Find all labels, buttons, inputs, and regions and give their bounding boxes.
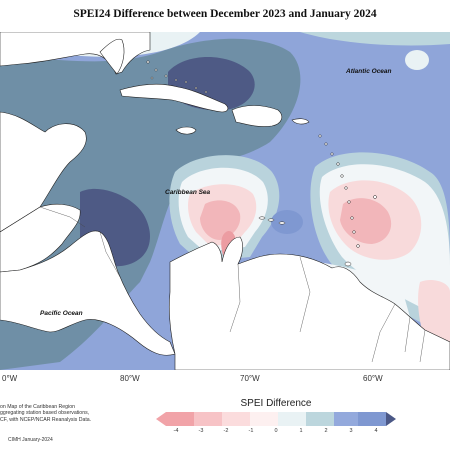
footnote-line-1: on Map of the Caribbean Region — [0, 404, 75, 410]
footnote-line-2: ggregating station based observations, — [0, 410, 90, 417]
footnote: on Map of the Caribbean Region ggregatin… — [0, 404, 91, 423]
legend-tick: 2 — [324, 428, 328, 434]
land-central-america — [0, 230, 176, 356]
footnote-line-3: CF, with NCEP/NCAR Reanalysis Data. — [0, 416, 92, 423]
pink-core-west — [200, 200, 241, 240]
land-puerto-rico — [291, 118, 310, 125]
legend-tick: 3 — [349, 428, 353, 434]
longitude-label-60w: 60°W — [363, 374, 383, 383]
land-florida-peninsula — [99, 38, 125, 75]
colorbar-segment — [334, 412, 358, 426]
colorbar-segment — [194, 412, 222, 426]
map-panel: Atlantic Ocean Caribbean Sea Pacific Oce… — [0, 32, 450, 370]
land-mexico-south — [0, 203, 81, 273]
land-mexico — [0, 111, 87, 233]
legend-title: SPEI Difference — [240, 398, 312, 409]
map-svg: Atlantic Ocean Caribbean Sea Pacific Oce… — [0, 32, 450, 370]
top-right-pale — [300, 32, 450, 46]
longitude-label-0: 0°W — [2, 374, 18, 383]
longitude-label-80w: 80°W — [120, 374, 140, 383]
colorbar-segment — [278, 412, 306, 426]
source-credit: CIMH January-2024 — [8, 437, 53, 443]
land-south-america — [168, 236, 450, 370]
land-bahamas — [146, 60, 208, 94]
atlantic-pale-spot — [405, 50, 429, 70]
legend-tick: 0 — [274, 428, 278, 434]
label-pacific-ocean: Pacific Ocean — [40, 310, 83, 317]
label-caribbean-sea: Caribbean Sea — [165, 189, 211, 196]
land-hispaniola — [231, 105, 283, 127]
legend-tick: -3 — [198, 428, 204, 434]
land-lesser-antilles — [318, 134, 377, 248]
colorbar-segment — [222, 412, 250, 426]
legend-colorbar — [156, 412, 396, 426]
teal-spot-curacao — [271, 210, 303, 234]
legend-tick: 1 — [299, 428, 303, 434]
longitude-label-70w: 70°W — [240, 374, 260, 383]
colorbar-left-arrow — [156, 412, 166, 426]
colorbar-right-arrow — [386, 412, 396, 426]
colorbar-segment — [358, 412, 386, 426]
colorbar-segment — [250, 412, 278, 426]
land-jamaica — [175, 126, 197, 135]
legend-tick: -2 — [223, 428, 229, 434]
label-atlantic-ocean: Atlantic Ocean — [345, 68, 392, 75]
legend-tick: -1 — [248, 428, 254, 434]
land-cuba — [119, 83, 229, 113]
colorbar-segment — [166, 412, 194, 426]
legend-tick: -4 — [173, 428, 179, 434]
map-title: SPEI24 Difference between December 2023 … — [73, 8, 377, 20]
country-borders — [39, 206, 426, 363]
colorbar-segment — [306, 412, 334, 426]
land-small-islands — [258, 216, 352, 267]
legend-tick: 4 — [374, 428, 378, 434]
